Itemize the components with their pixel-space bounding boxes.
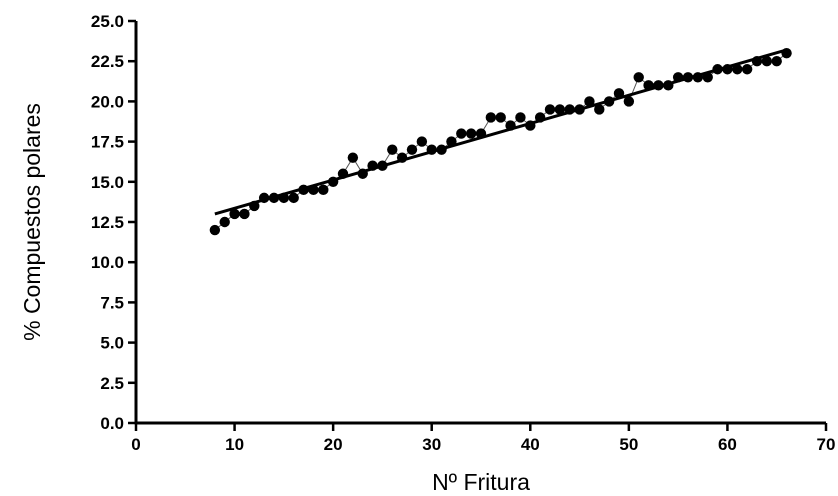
data-point xyxy=(692,72,704,83)
data-point xyxy=(258,192,270,204)
data-point xyxy=(613,88,625,99)
data-point xyxy=(318,184,329,196)
data-point xyxy=(712,64,723,75)
data-point xyxy=(515,112,526,123)
x-tick-label: 60 xyxy=(718,435,737,454)
y-tick-label: 17.5 xyxy=(91,133,124,152)
data-point xyxy=(416,136,428,147)
data-point xyxy=(229,208,240,220)
x-tick-label: 20 xyxy=(324,435,343,454)
data-point xyxy=(327,176,339,187)
data-point xyxy=(278,192,290,204)
data-point xyxy=(751,56,763,67)
x-tick-label: 10 xyxy=(225,435,244,454)
x-tick-label: 50 xyxy=(619,435,638,454)
data-points xyxy=(209,47,792,236)
y-tick-label: 15.0 xyxy=(91,173,124,192)
data-point xyxy=(298,184,309,196)
data-point xyxy=(456,128,467,139)
data-point xyxy=(367,160,378,171)
data-point xyxy=(564,104,575,115)
data-point xyxy=(603,96,615,107)
data-point xyxy=(554,104,566,115)
data-point xyxy=(633,72,644,83)
y-tick-label: 12.5 xyxy=(91,213,124,232)
data-point xyxy=(268,192,280,204)
data-point xyxy=(357,168,368,179)
data-point xyxy=(219,216,230,228)
data-point xyxy=(544,104,556,115)
data-point xyxy=(446,136,457,147)
x-tick-label: 0 xyxy=(131,435,140,454)
y-tick-label: 0.0 xyxy=(100,414,124,433)
data-point xyxy=(732,64,743,75)
x-axis-title: Nº Fritura xyxy=(432,469,530,495)
data-point xyxy=(485,112,497,123)
y-axis-ticks: 0.0 2.5 5.0 7.5 10.0 12.5 15.0 17.5 20.0 22.5 25.0 xyxy=(91,12,136,433)
data-point xyxy=(741,64,753,75)
y-tick-label: 5.0 xyxy=(100,334,124,353)
data-point xyxy=(682,72,694,83)
data-point xyxy=(525,120,536,131)
y-tick-label: 20.0 xyxy=(91,92,124,111)
data-point xyxy=(574,104,585,115)
y-tick-label: 10.0 xyxy=(91,253,124,272)
data-point xyxy=(475,128,487,139)
data-point xyxy=(377,160,388,171)
data-point xyxy=(653,80,664,91)
data-point xyxy=(594,104,605,115)
data-point xyxy=(239,208,250,220)
data-point xyxy=(347,152,359,163)
data-point xyxy=(771,56,782,67)
data-point xyxy=(436,144,447,155)
data-point xyxy=(288,192,299,204)
y-axis-title: % Compuestos polares xyxy=(19,103,45,341)
y-tick-label: 22.5 xyxy=(91,52,124,71)
data-point xyxy=(663,80,674,91)
data-point xyxy=(495,112,506,123)
y-tick-label: 7.5 xyxy=(100,293,124,312)
x-tick-label: 40 xyxy=(521,435,540,454)
data-point xyxy=(702,72,713,83)
x-tick-label: 70 xyxy=(817,435,836,454)
data-point xyxy=(465,128,477,139)
axes xyxy=(134,21,826,425)
x-axis-ticks: 0 10 20 30 40 50 60 70 xyxy=(131,423,835,454)
data-point xyxy=(623,96,635,107)
data-point xyxy=(406,144,418,155)
data-point xyxy=(396,152,408,163)
data-point xyxy=(584,96,595,107)
x-tick-label: 30 xyxy=(422,435,441,454)
data-point xyxy=(209,224,221,236)
data-point xyxy=(337,168,349,179)
data-point xyxy=(426,144,437,155)
data-point xyxy=(308,184,319,196)
data-point xyxy=(505,120,516,131)
y-tick-label: 2.5 xyxy=(100,374,124,393)
data-point xyxy=(781,47,792,59)
data-point xyxy=(643,80,654,91)
data-point xyxy=(761,56,773,67)
data-point xyxy=(722,64,733,75)
y-tick-label: 25.0 xyxy=(91,12,124,31)
data-point xyxy=(672,72,684,83)
data-point xyxy=(387,144,398,155)
data-point xyxy=(534,112,546,123)
data-point xyxy=(249,200,260,212)
